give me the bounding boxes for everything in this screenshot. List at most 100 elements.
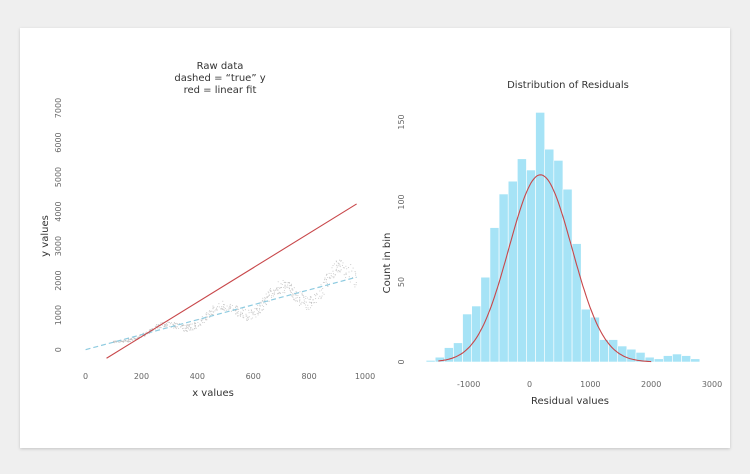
scatter-point	[288, 287, 290, 289]
scatter-point	[225, 309, 227, 311]
residual-tick-label: 0	[527, 380, 532, 389]
scatter-point	[192, 328, 194, 330]
y-tick-label: 5000	[54, 167, 63, 187]
scatter-point	[206, 319, 208, 321]
scatter-point	[189, 326, 191, 329]
scatter-point	[310, 302, 312, 304]
scatter-point	[315, 298, 317, 300]
scatter-point	[336, 270, 338, 272]
scatter-point	[197, 325, 199, 327]
scatter-point	[209, 309, 211, 312]
scatter-point	[311, 305, 313, 307]
scatter-point	[340, 269, 342, 271]
scatter-point	[322, 281, 324, 283]
histogram-bar	[599, 339, 609, 363]
scatter-point	[289, 284, 291, 287]
scatter-point	[277, 289, 279, 291]
scatter-point	[121, 341, 123, 343]
scatter-point	[238, 308, 240, 310]
histogram-bar	[462, 313, 473, 363]
scatter-point	[299, 297, 301, 299]
scatter-point	[335, 268, 338, 270]
x-tick-label: 200	[134, 372, 149, 381]
y-tick-label: 7000	[54, 98, 63, 118]
scatter-point	[305, 307, 307, 309]
scatter-point	[263, 308, 265, 310]
scatter-point	[314, 302, 316, 304]
histogram-bar	[571, 243, 582, 363]
scatter-point	[257, 304, 259, 307]
scatter-point	[181, 324, 183, 326]
scatter-point	[130, 338, 132, 340]
scatter-point	[265, 293, 267, 295]
scatter-point	[132, 340, 134, 342]
scatter-point	[228, 307, 230, 309]
line-layer	[85, 203, 357, 359]
scatter-point	[259, 305, 261, 307]
scatter-point	[295, 290, 297, 292]
scatter-point	[326, 283, 328, 285]
scatter-point	[284, 292, 286, 294]
scatter-point	[182, 324, 184, 326]
histogram-bar	[690, 358, 701, 363]
scatter-point	[282, 291, 284, 293]
scatter-point	[235, 309, 237, 312]
scatter-point	[132, 339, 134, 341]
scatter-point	[342, 262, 344, 264]
scatter-point	[271, 295, 273, 297]
scatter-point	[173, 322, 175, 324]
scatter-point	[237, 308, 239, 311]
scatter-point	[259, 308, 261, 310]
scatter-point	[169, 321, 171, 324]
scatter-point	[252, 317, 254, 319]
scatter-points	[112, 259, 357, 344]
scatter-point	[299, 291, 301, 293]
scatter-point	[316, 292, 318, 294]
scatter-point	[279, 292, 281, 294]
scatter-point	[263, 302, 265, 304]
scatter-point	[185, 326, 188, 328]
scatter-point	[307, 307, 309, 309]
scatter-point	[299, 299, 301, 302]
scatter-point	[248, 312, 250, 314]
scatter-point	[283, 289, 285, 291]
x-axis-title: x values	[192, 388, 234, 399]
y-tick-label: 3000	[54, 236, 63, 256]
scatter-point	[206, 317, 208, 319]
scatter-point	[338, 263, 340, 265]
scatter-point	[282, 279, 284, 282]
histogram-bar	[663, 355, 673, 363]
scatter-point	[261, 308, 263, 311]
scatter-point	[117, 341, 119, 343]
scatter-point	[247, 316, 249, 318]
density-curve-layer	[438, 174, 652, 363]
scatter-point	[226, 305, 228, 307]
scatter-point	[276, 288, 278, 290]
scatter-point	[273, 289, 275, 291]
scatter-point	[346, 268, 348, 270]
scatter-point	[246, 319, 248, 321]
scatter-point	[173, 327, 175, 329]
scatter-point	[335, 260, 337, 262]
scatter-point	[302, 302, 304, 304]
scatter-point	[113, 341, 115, 343]
scatter-point	[240, 313, 242, 315]
scatter-point	[235, 313, 237, 315]
scatter-point	[337, 271, 339, 273]
scatter-point	[283, 281, 285, 283]
x-tick-label: 0	[83, 372, 88, 381]
scatter-point	[324, 277, 326, 279]
scatter-point	[160, 327, 162, 329]
scatter-point	[248, 316, 250, 318]
count-tick-label: 50	[397, 277, 406, 287]
scatter-point	[157, 327, 159, 329]
scatter-point	[189, 329, 191, 331]
scatter-point	[210, 313, 212, 315]
scatter-point	[289, 290, 291, 292]
scatter-point	[287, 282, 289, 284]
scatter-point	[250, 311, 252, 313]
scatter-point	[300, 303, 302, 305]
scatter-point	[252, 312, 254, 314]
histogram-bar	[425, 360, 436, 363]
y-tick-label: 4000	[54, 201, 63, 221]
